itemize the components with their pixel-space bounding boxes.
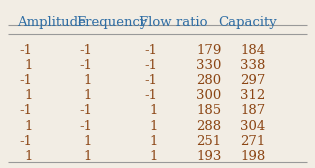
Text: 1: 1 bbox=[24, 59, 33, 72]
Text: 185: 185 bbox=[196, 104, 221, 117]
Text: 1: 1 bbox=[24, 119, 33, 133]
Text: 1: 1 bbox=[24, 89, 33, 102]
Text: -1: -1 bbox=[20, 74, 33, 87]
Text: -1: -1 bbox=[79, 119, 92, 133]
Text: 330: 330 bbox=[196, 59, 221, 72]
Text: 288: 288 bbox=[196, 119, 221, 133]
Text: -1: -1 bbox=[20, 44, 33, 56]
Text: -1: -1 bbox=[145, 89, 158, 102]
Text: 280: 280 bbox=[196, 74, 221, 87]
Text: 297: 297 bbox=[240, 74, 265, 87]
Text: 338: 338 bbox=[240, 59, 265, 72]
Text: 193: 193 bbox=[196, 150, 221, 163]
Text: -1: -1 bbox=[79, 104, 92, 117]
Text: -1: -1 bbox=[20, 135, 33, 148]
Text: 300: 300 bbox=[196, 89, 221, 102]
Text: 251: 251 bbox=[196, 135, 221, 148]
Text: 271: 271 bbox=[240, 135, 265, 148]
Text: 187: 187 bbox=[240, 104, 265, 117]
Text: 1: 1 bbox=[83, 74, 92, 87]
Text: 1: 1 bbox=[149, 104, 158, 117]
Text: -1: -1 bbox=[145, 44, 158, 56]
Text: 198: 198 bbox=[240, 150, 265, 163]
Text: -1: -1 bbox=[20, 104, 33, 117]
Text: Capacity: Capacity bbox=[218, 16, 277, 29]
Text: -1: -1 bbox=[145, 74, 158, 87]
Text: Flow ratio: Flow ratio bbox=[139, 16, 207, 29]
Text: 1: 1 bbox=[83, 150, 92, 163]
Text: -1: -1 bbox=[79, 44, 92, 56]
Text: Amplitude: Amplitude bbox=[17, 16, 86, 29]
Text: 312: 312 bbox=[240, 89, 265, 102]
Text: 1: 1 bbox=[149, 150, 158, 163]
Text: 1: 1 bbox=[83, 89, 92, 102]
Text: 1: 1 bbox=[149, 119, 158, 133]
Text: 184: 184 bbox=[240, 44, 265, 56]
Text: -1: -1 bbox=[79, 59, 92, 72]
Text: 179: 179 bbox=[196, 44, 221, 56]
Text: 1: 1 bbox=[24, 150, 33, 163]
Text: 1: 1 bbox=[149, 135, 158, 148]
Text: Frequency: Frequency bbox=[76, 16, 148, 29]
Text: 304: 304 bbox=[240, 119, 265, 133]
Text: -1: -1 bbox=[145, 59, 158, 72]
Text: 1: 1 bbox=[83, 135, 92, 148]
